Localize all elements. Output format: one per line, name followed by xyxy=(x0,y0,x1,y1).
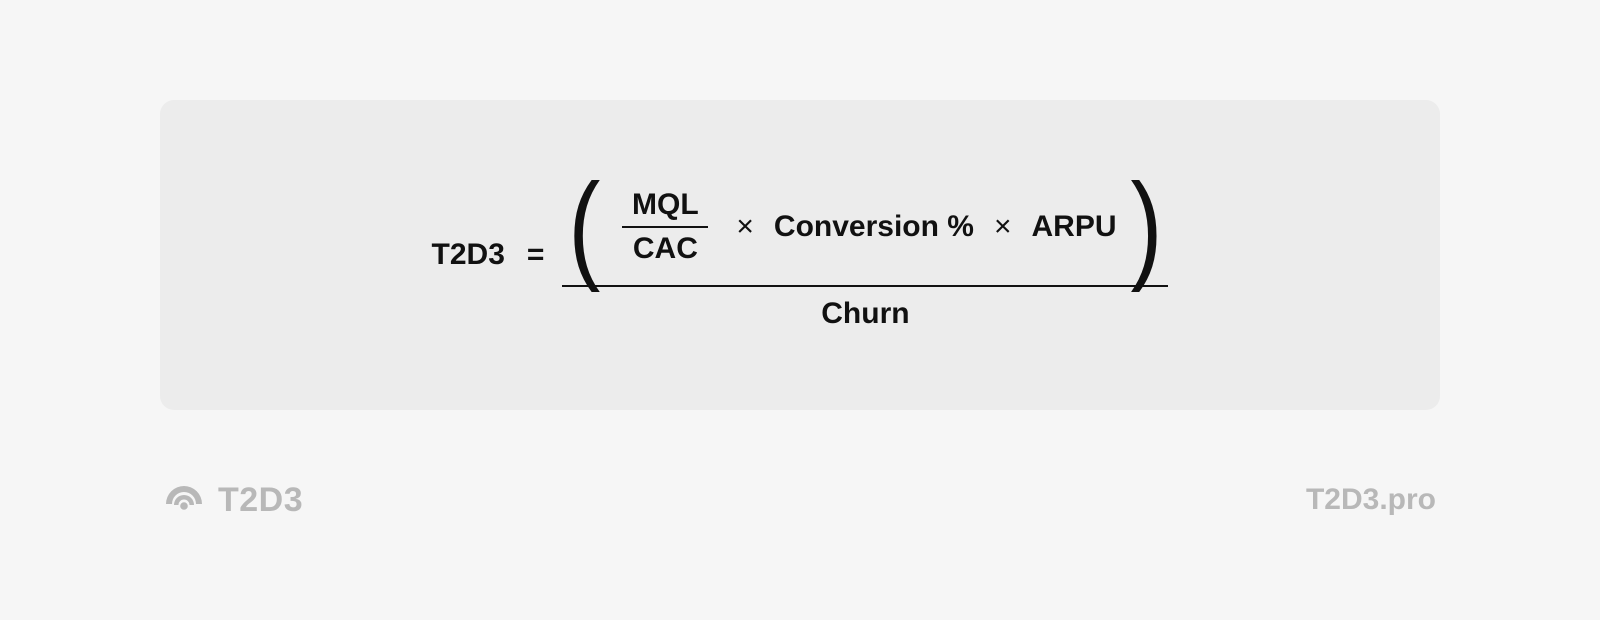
inner-fraction: MQL CAC xyxy=(614,188,716,266)
formula-lhs-group: T2D3 = xyxy=(432,238,545,272)
page-root: T2D3 = ( MQL CAC × Conversion % × ARPU ) xyxy=(0,0,1600,620)
left-paren: ( xyxy=(568,167,600,287)
formula-lhs: T2D3 xyxy=(432,238,505,272)
term-arpu: ARPU xyxy=(1031,210,1116,244)
denominator-text: Churn xyxy=(821,297,909,330)
right-paren: ) xyxy=(1131,167,1163,287)
brand-logo-icon xyxy=(164,480,204,520)
footer-left: T2D3 xyxy=(164,480,303,520)
formula: T2D3 = ( MQL CAC × Conversion % × ARPU ) xyxy=(432,179,1169,331)
footer: T2D3 T2D3.pro xyxy=(160,480,1440,520)
term-conversion: Conversion % xyxy=(774,210,974,244)
brand-text: T2D3 xyxy=(218,481,303,520)
big-fraction: ( MQL CAC × Conversion % × ARPU ) Churn xyxy=(562,179,1168,331)
big-fraction-denominator: Churn xyxy=(821,287,909,331)
formula-card: T2D3 = ( MQL CAC × Conversion % × ARPU ) xyxy=(160,100,1440,410)
inner-fraction-line xyxy=(622,226,708,228)
inner-fraction-denominator: CAC xyxy=(633,232,698,266)
inner-fraction-numerator: MQL xyxy=(632,188,699,222)
times-2: × xyxy=(988,210,1018,244)
site-text: T2D3.pro xyxy=(1306,483,1436,517)
times-1: × xyxy=(730,210,760,244)
big-fraction-numerator: ( MQL CAC × Conversion % × ARPU ) xyxy=(562,179,1168,285)
equals-sign: = xyxy=(527,238,545,272)
